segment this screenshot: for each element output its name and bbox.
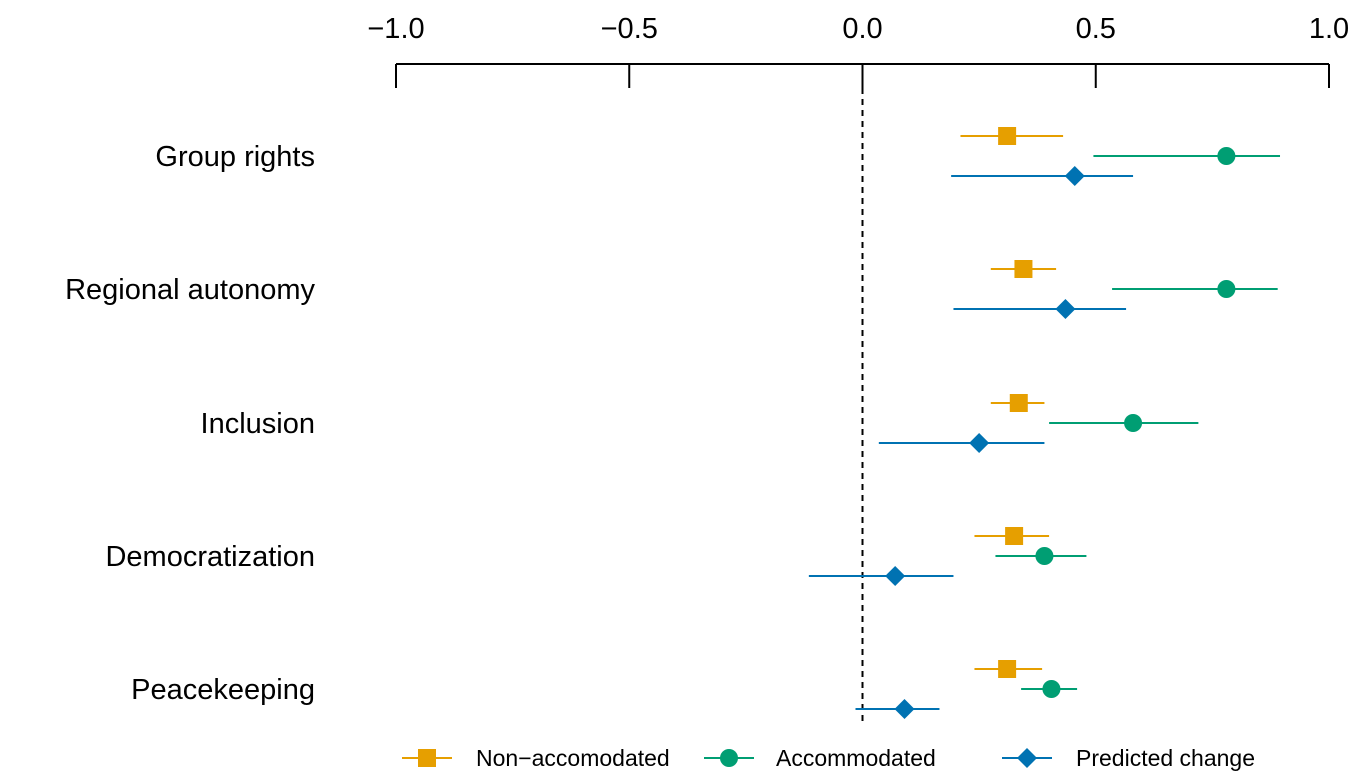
point-marker <box>1055 299 1076 319</box>
x-tick-label: 0.5 <box>1076 13 1116 45</box>
legend: Non−accomodated Accommodated Predicted cha… <box>402 745 1255 771</box>
legend-marker <box>1017 748 1037 768</box>
point-marker <box>885 566 906 586</box>
point-marker <box>1217 280 1236 298</box>
point-marker <box>998 127 1017 145</box>
category-label: Democratization <box>105 541 315 573</box>
series-square <box>960 127 1064 678</box>
x-tick-label: −0.5 <box>601 13 658 45</box>
x-tick-label: 1.0 <box>1309 13 1349 45</box>
point-marker <box>1005 527 1024 545</box>
point-marker <box>1064 166 1085 186</box>
x-axis: −1.0 −0.5 0.0 0.5 1.0 <box>367 13 1349 88</box>
point-marker <box>969 433 990 453</box>
point-marker <box>998 660 1017 678</box>
point-marker <box>1009 394 1028 412</box>
legend-label: Non−accomodated <box>476 745 670 771</box>
point-marker <box>1217 147 1236 165</box>
x-tick-label: 0.0 <box>842 13 882 45</box>
legend-marker <box>720 749 738 767</box>
point-marker <box>1042 680 1061 698</box>
category-labels: Group rights Regional autonomy Inclusion De… <box>65 141 315 706</box>
point-marker <box>1035 547 1054 565</box>
legend-item: Predicted change <box>1002 745 1255 771</box>
point-marker <box>1124 414 1143 432</box>
legend-item: Accommodated <box>704 745 936 771</box>
series-circle <box>995 147 1281 698</box>
point-marker <box>1014 260 1033 278</box>
category-label: Regional autonomy <box>65 274 315 306</box>
legend-label: Accommodated <box>776 745 936 771</box>
chart-marks <box>808 127 1281 719</box>
legend-marker <box>418 749 436 767</box>
legend-item: Non−accomodated <box>402 745 670 771</box>
category-label: Peacekeeping <box>131 674 315 706</box>
x-tick-label: −1.0 <box>367 13 424 45</box>
legend-label: Predicted change <box>1076 745 1255 771</box>
point-marker <box>894 699 915 719</box>
series-diamond <box>808 166 1134 719</box>
category-label: Group rights <box>155 141 315 173</box>
category-label: Inclusion <box>201 408 315 440</box>
